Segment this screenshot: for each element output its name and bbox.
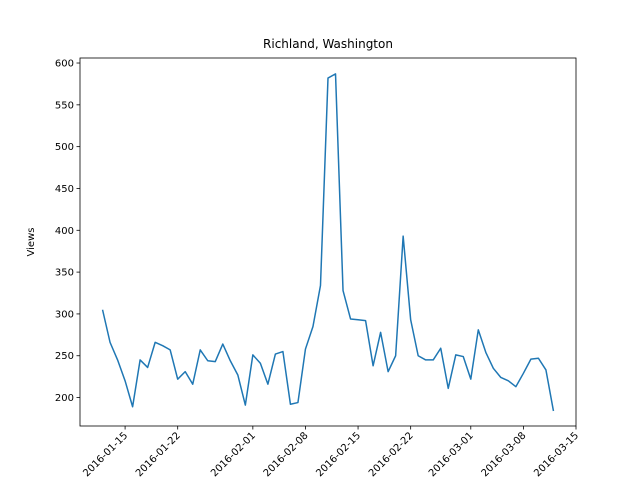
x-tick-label: 2016-02-08 (262, 430, 311, 479)
y-tick-label: 550 (55, 100, 74, 111)
x-tick-label: 2016-01-22 (134, 430, 183, 479)
chart-title: Richland, Washington (263, 37, 393, 51)
x-tick-label: 2016-02-22 (367, 430, 416, 479)
x-tick-label: 2016-02-01 (209, 430, 258, 479)
x-tick-label: 2016-03-15 (532, 430, 581, 479)
y-tick-label: 400 (55, 226, 74, 237)
y-tick-label: 250 (55, 351, 74, 362)
x-tick-label: 2016-02-15 (314, 430, 363, 479)
x-tick-label: 2016-03-01 (427, 430, 476, 479)
y-tick-label: 350 (55, 268, 74, 279)
x-tick-label: 2016-03-08 (480, 430, 529, 479)
y-tick-label: 600 (55, 59, 74, 70)
y-tick-label: 300 (55, 309, 74, 320)
line (101, 73, 555, 412)
y-axis-label: Views (26, 228, 37, 257)
y-tick-label: 450 (55, 184, 74, 195)
axes-frame (79, 57, 577, 427)
y-tick-label: 200 (55, 393, 74, 404)
x-tick-label: 2016-01-15 (81, 430, 130, 479)
y-tick-label: 500 (55, 142, 74, 153)
